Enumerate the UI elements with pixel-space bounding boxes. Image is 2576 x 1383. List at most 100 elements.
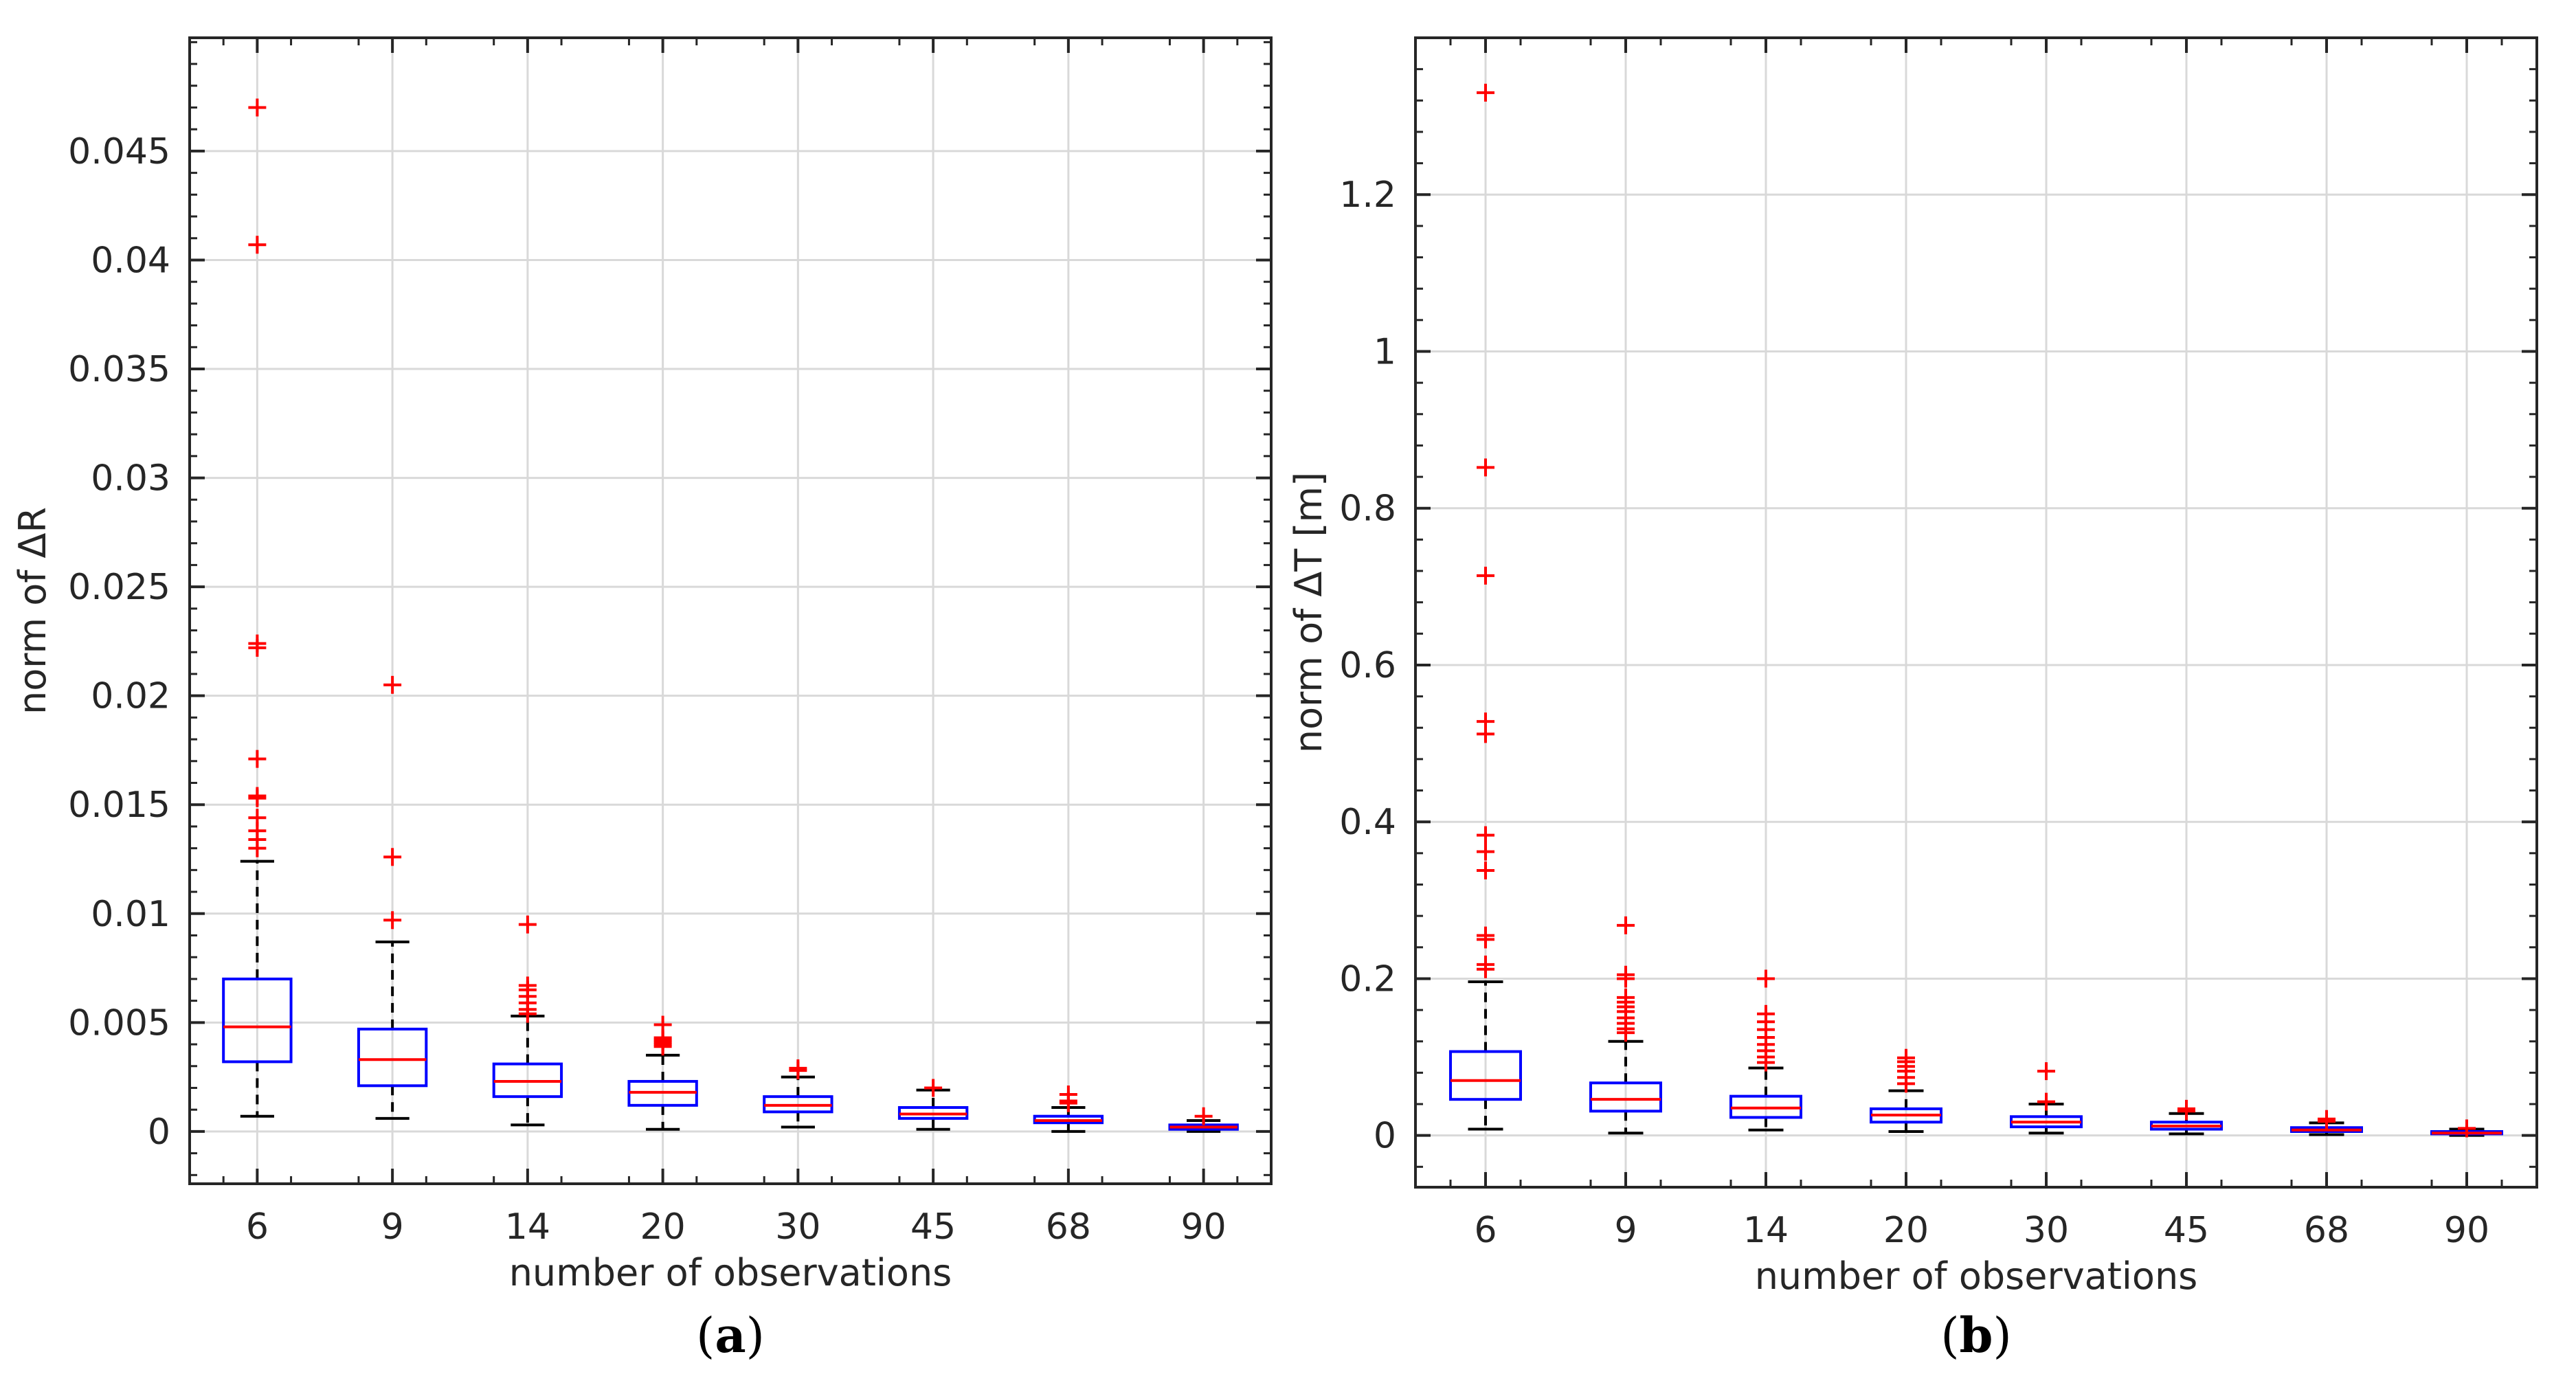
box-plot-6 <box>1449 83 1522 1131</box>
panel-caption: (b) <box>1940 1307 2012 1364</box>
x-tick-label: 6 <box>246 1206 269 1248</box>
y-tick-label: 0.8 <box>1339 488 1396 530</box>
iqr-box <box>1449 1050 1522 1101</box>
x-tick-label: 90 <box>1181 1206 1227 1248</box>
outlier-marker <box>1477 861 1494 879</box>
caption-letter: a <box>715 1307 746 1364</box>
outlier-marker <box>1477 458 1494 477</box>
y-tick-label: 0 <box>148 1112 170 1153</box>
outlier-marker <box>789 1061 807 1080</box>
x-axis-label: number of observations <box>1755 1255 2198 1298</box>
outlier-marker <box>248 750 267 768</box>
y-tick-label: 0 <box>1374 1116 1396 1157</box>
y-tick-label: 1 <box>1374 331 1396 372</box>
outlier-marker <box>1477 930 1494 949</box>
outlier-marker <box>653 1037 672 1056</box>
outlier-marker <box>1617 969 1635 988</box>
y-axis-label: norm of ΔT [m] <box>1287 472 1330 753</box>
outlier-marker <box>1757 1053 1775 1072</box>
iqr-box <box>1589 1081 1662 1113</box>
x-tick-label: 30 <box>2024 1210 2069 1251</box>
x-tick-label: 68 <box>2304 1210 2349 1251</box>
y-tick-label: 0.04 <box>91 240 170 281</box>
box-layer <box>222 98 1239 1133</box>
x-tick-label: 30 <box>775 1206 820 1248</box>
outlier-marker <box>2318 1112 2336 1131</box>
panel-caption: (a) <box>696 1307 765 1364</box>
box-plot-45 <box>897 1079 969 1131</box>
y-tick-label: 1.2 <box>1339 175 1396 216</box>
x-tick-label: 14 <box>1743 1210 1789 1251</box>
outlier-marker <box>248 236 267 254</box>
box-plot-30 <box>763 1059 833 1129</box>
outlier-marker <box>1617 916 1635 934</box>
tick-layer: 0 0.005 0.01 0.015 0.02 0.025 0.03 0.035 0.04 0.0… <box>68 38 1271 1248</box>
y-axis-label: norm of ΔR <box>11 507 54 715</box>
outlier-marker <box>924 1079 943 1097</box>
outlier-marker <box>1477 826 1494 844</box>
x-tick-label: 6 <box>1474 1210 1497 1251</box>
outlier-marker <box>2037 1092 2055 1111</box>
x-tick-label: 68 <box>1046 1206 1091 1248</box>
outlier-marker <box>1477 842 1494 861</box>
x-tick-label: 9 <box>1614 1210 1637 1251</box>
outlier-marker <box>1477 566 1494 585</box>
caption-close-paren: ) <box>1993 1307 2011 1364</box>
x-tick-label: 20 <box>1883 1210 1929 1251</box>
box-plot-6 <box>222 98 293 1118</box>
outlier-marker <box>2458 1119 2476 1138</box>
box-plot-90 <box>1168 1107 1239 1133</box>
y-tick-label: 0.03 <box>91 458 170 499</box>
y-tick-label: 0.4 <box>1339 802 1396 843</box>
outlier-marker <box>383 675 402 694</box>
y-tick-label: 0.2 <box>1339 958 1396 1000</box>
outlier-marker <box>518 915 537 934</box>
box-layer <box>1449 83 2503 1138</box>
x-tick-label: 45 <box>2164 1210 2209 1251</box>
outlier-marker <box>248 789 267 807</box>
caption-close-paren: ) <box>746 1307 765 1364</box>
box-plot-45 <box>2150 1099 2223 1136</box>
y-tick-label: 0.005 <box>68 1002 170 1044</box>
caption-open-paren: ( <box>696 1307 715 1364</box>
x-tick-label: 14 <box>505 1206 550 1248</box>
caption-open-paren: ( <box>1940 1307 1959 1364</box>
x-tick-label: 90 <box>2444 1210 2489 1251</box>
y-tick-label: 0.035 <box>68 349 170 390</box>
y-tick-label: 0.6 <box>1339 645 1396 686</box>
outlier-marker <box>248 839 267 857</box>
outlier-marker <box>248 98 267 117</box>
y-tick-label: 0.015 <box>68 785 170 826</box>
box-plot-30 <box>2010 1062 2083 1135</box>
iqr-box <box>357 1027 428 1088</box>
iqr-box <box>222 977 293 1064</box>
chart-panel-a: 0 0.005 0.01 0.015 0.02 0.025 0.03 0.035 0.04 0.0… <box>11 36 1273 1364</box>
outlier-marker <box>383 848 402 866</box>
tick-layer: 0 0.2 0.4 0.6 0.8 1 1.2 6 9 14 20 30 45 68 90 <box>1339 38 2537 1251</box>
y-tick-label: 0.02 <box>91 676 170 717</box>
outlier-marker <box>1194 1107 1213 1125</box>
outlier-marker <box>1477 725 1494 743</box>
outlier-marker <box>2037 1062 2055 1081</box>
y-tick-label: 0.025 <box>68 567 170 608</box>
outlier-marker <box>1897 1075 1915 1093</box>
grid-layer <box>190 38 1271 1184</box>
outlier-marker <box>2177 1102 2195 1121</box>
outlier-marker <box>248 638 267 657</box>
y-tick-label: 0.045 <box>68 131 170 172</box>
box-plot-9 <box>357 675 428 1120</box>
x-tick-label: 45 <box>910 1206 956 1248</box>
box-plot-14 <box>492 915 563 1127</box>
plot-frame <box>1414 36 2538 1189</box>
x-tick-label: 20 <box>640 1206 686 1248</box>
outlier-marker <box>1617 1024 1635 1042</box>
x-tick-label: 9 <box>381 1206 404 1248</box>
outlier-marker <box>1477 83 1494 102</box>
plot-frame <box>188 36 1273 1185</box>
outlier-marker <box>1059 1094 1077 1112</box>
chart-panel-b: 0 0.2 0.4 0.6 0.8 1 1.2 6 9 14 20 30 45 68 90 norm of … <box>1287 36 2538 1364</box>
x-axis-label: number of observations <box>509 1251 952 1294</box>
box-plot-90 <box>2430 1119 2503 1138</box>
box-plot-9 <box>1589 916 1662 1135</box>
